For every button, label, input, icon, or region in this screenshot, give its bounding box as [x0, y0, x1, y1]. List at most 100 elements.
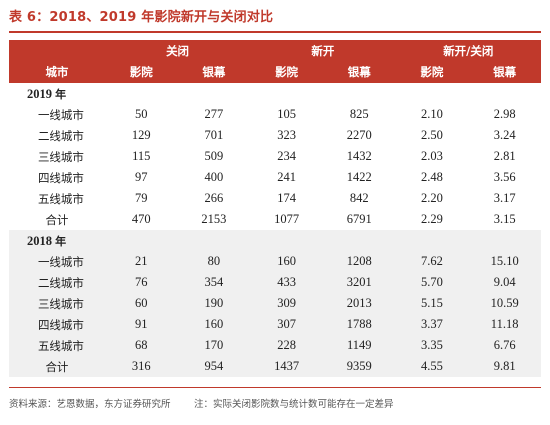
- header-sub-cell: 影院: [275, 65, 299, 79]
- table-row: 一线城市 21 80 160 1208 7.62 15.10: [9, 251, 541, 272]
- value-cell: 21: [134, 254, 148, 268]
- year-suffix: 年: [55, 87, 67, 101]
- header-sub-row: 城市 影院 银幕 影院 银幕 影院 银幕: [9, 61, 541, 83]
- header-sub-cell: 银幕: [202, 65, 226, 79]
- header-group-opened: 新开: [311, 43, 335, 58]
- cinema-open-close-table: 关闭 新开 新开/关闭 城市 影院 银幕 影院 银幕 影院 银幕 2019 年一…: [9, 40, 541, 377]
- city-cell: 五线城市: [37, 191, 84, 206]
- table-row: 二线城市 129 701 323 2270 2.50 3.24: [9, 125, 541, 146]
- city-cell: 五线城市: [37, 338, 84, 353]
- year-number: 2018: [27, 233, 52, 248]
- value-cell: 400: [204, 170, 224, 184]
- value-cell: 509: [204, 149, 224, 163]
- header-group-row: 关闭 新开 新开/关闭: [9, 40, 541, 61]
- header-sub-cell: 银幕: [347, 65, 371, 79]
- value-cell: 80: [207, 254, 221, 268]
- value-cell: 3.15: [493, 212, 516, 226]
- value-cell: 825: [349, 107, 369, 121]
- value-cell: 433: [277, 275, 296, 289]
- value-cell: 190: [204, 296, 224, 310]
- value-cell: 10.59: [490, 296, 519, 310]
- year-number: 2019: [27, 86, 52, 101]
- header-sub-cell: 影院: [420, 65, 444, 79]
- header-sub-cell: 影院: [129, 65, 153, 79]
- value-cell: 1149: [346, 338, 372, 352]
- value-cell: 2.48: [420, 170, 443, 184]
- value-cell: 228: [277, 338, 296, 352]
- table-row: 四线城市 97 400 241 1422 2.48 3.56: [9, 167, 541, 188]
- value-cell: 266: [204, 191, 224, 205]
- year-label: 2018 年: [9, 230, 541, 251]
- value-cell: 1437: [274, 359, 300, 373]
- value-cell: 316: [131, 359, 151, 373]
- table-row: 二线城市 76 354 433 3201 5.70 9.04: [9, 272, 541, 293]
- value-cell: 174: [277, 191, 296, 205]
- value-cell: 1788: [346, 317, 372, 331]
- city-cell: 四线城市: [37, 317, 84, 332]
- city-cell: 一线城市: [37, 254, 84, 269]
- year-row: 2018 年: [9, 230, 541, 251]
- value-cell: 3.24: [493, 128, 516, 142]
- value-cell: 5.15: [420, 296, 443, 310]
- value-cell: 3.35: [420, 338, 443, 352]
- value-cell: 1432: [346, 149, 372, 163]
- value-cell: 2.20: [420, 191, 443, 205]
- value-cell: 701: [204, 128, 224, 142]
- city-cell: 合计: [45, 359, 69, 374]
- value-cell: 234: [277, 149, 296, 163]
- city-cell: 二线城市: [37, 128, 84, 143]
- value-cell: 2.81: [493, 149, 516, 163]
- value-cell: 115: [132, 149, 151, 163]
- section-2018: 2018 年一线城市 21 80 160 1208 7.62 15.10 二线城市 76 354 4…: [9, 230, 541, 377]
- city-cell: 二线城市: [37, 275, 84, 290]
- header-group-closed: 关闭: [166, 43, 190, 58]
- table-row: 三线城市 60 190 309 2013 5.15 10.59: [9, 293, 541, 314]
- value-cell: 170: [204, 338, 224, 352]
- value-cell: 5.70: [420, 275, 443, 289]
- year-row: 2019 年: [9, 83, 541, 104]
- value-cell: 277: [204, 107, 224, 121]
- header-city: 城市: [45, 65, 69, 79]
- city-cell: 一线城市: [37, 107, 84, 122]
- table-row: 合计 470 2153 1077 6791 2.29 3.15: [9, 209, 541, 230]
- title-rule: [9, 31, 541, 33]
- value-cell: 1077: [274, 212, 300, 226]
- value-cell: 2013: [346, 296, 372, 310]
- value-cell: 2270: [346, 128, 372, 142]
- section-2019: 2019 年一线城市 50 277 105 825 2.10 2.98 二线城市 129 701 3…: [9, 83, 541, 230]
- header-group-ratio: 新开/关闭: [443, 43, 494, 58]
- value-cell: 15.10: [490, 254, 519, 268]
- footer-rule: [9, 387, 541, 388]
- value-cell: 60: [134, 296, 148, 310]
- city-cell: 三线城市: [37, 296, 84, 311]
- value-cell: 160: [277, 254, 296, 268]
- table-row: 合计 316 954 1437 9359 4.55 9.81: [9, 356, 541, 377]
- value-cell: 76: [134, 275, 148, 289]
- city-cell: 合计: [45, 212, 69, 227]
- table-row: 三线城市 115 509 234 1432 2.03 2.81: [9, 146, 541, 167]
- value-cell: 954: [204, 359, 224, 373]
- value-cell: 1422: [346, 170, 372, 184]
- value-cell: 6.76: [493, 338, 516, 352]
- source-note: 资料来源：艺恩数据，东方证券研究所: [9, 399, 171, 410]
- value-cell: 129: [131, 128, 151, 142]
- value-cell: 6791: [346, 212, 372, 226]
- value-cell: 50: [134, 107, 148, 121]
- value-cell: 68: [134, 338, 148, 352]
- value-cell: 9.04: [493, 275, 516, 289]
- value-cell: 4.55: [420, 359, 443, 373]
- value-cell: 3.37: [420, 317, 443, 331]
- caveat-note: 注：实际关闭影院数与统计数可能存在一定差异: [194, 399, 394, 410]
- value-cell: 1208: [346, 254, 372, 268]
- header-blank: [9, 40, 105, 61]
- value-cell: 2153: [201, 212, 227, 226]
- value-cell: 3201: [346, 275, 372, 289]
- value-cell: 160: [204, 317, 224, 331]
- value-cell: 354: [204, 275, 224, 289]
- value-cell: 2.03: [420, 149, 443, 163]
- value-cell: 323: [277, 128, 296, 142]
- value-cell: 97: [134, 170, 148, 184]
- year-label: 2019 年: [9, 83, 541, 104]
- header-sub-cell: 银幕: [493, 65, 517, 79]
- value-cell: 842: [349, 191, 369, 205]
